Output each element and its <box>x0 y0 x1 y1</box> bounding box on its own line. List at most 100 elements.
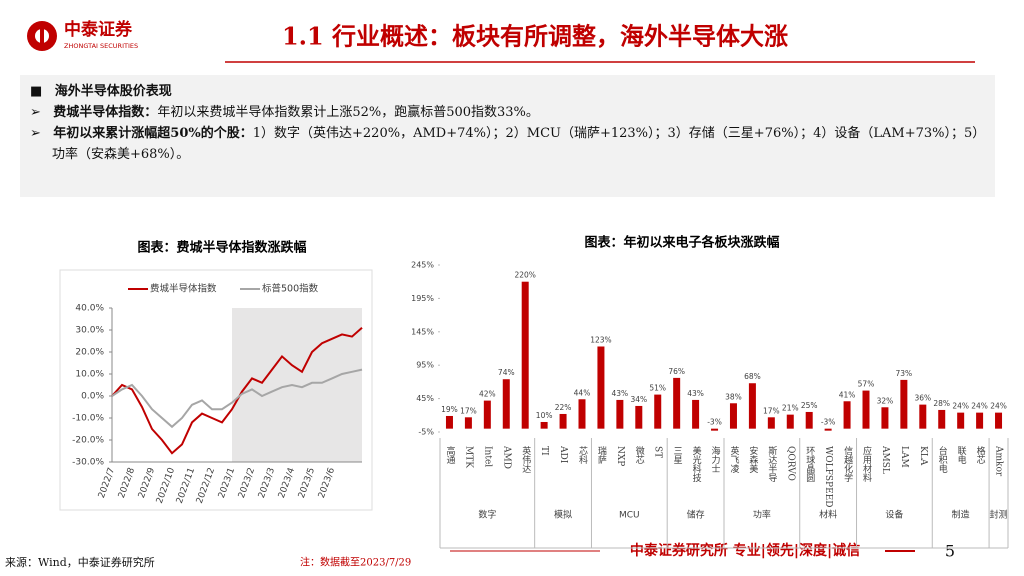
bar <box>919 404 927 429</box>
x-tick-label: 应用材料 <box>861 445 872 483</box>
value-label: 17% <box>460 406 477 415</box>
legend-label: 费城半导体指数 <box>150 283 217 295</box>
y-tick-label: 95% <box>416 361 434 370</box>
value-label: 36% <box>914 394 931 403</box>
bullet-text: 1）数字（英伟达+220%，AMD+74%）；2）MCU（瑞萨+123%）；3）… <box>52 126 986 162</box>
brand: 中泰证券研究所 专业|领先|深度|诚信 <box>630 542 860 559</box>
group-label: 设备 <box>885 509 903 521</box>
bar <box>805 411 813 429</box>
group-label: 制造 <box>952 509 970 521</box>
x-tick-label: 瑞萨 <box>596 445 607 465</box>
x-tick-label: ADI <box>558 445 568 464</box>
bar <box>635 405 643 429</box>
value-label: 123% <box>590 335 611 344</box>
y-tick-label: 10.0% <box>75 370 104 380</box>
bar <box>843 401 851 429</box>
value-label: 73% <box>896 369 913 378</box>
x-tick-label: AMD <box>501 445 511 469</box>
y-tick-label: 145% <box>411 327 434 336</box>
y-tick-label: 195% <box>411 294 434 303</box>
x-tick-label: 海力士 <box>710 445 721 473</box>
series-line <box>111 368 363 429</box>
value-label: 24% <box>971 402 988 411</box>
bar <box>616 399 624 429</box>
x-tick-label: 2022/12 <box>195 466 217 505</box>
y-tick-label: -20.0% <box>72 436 104 446</box>
x-tick-label: QORVO <box>785 446 795 481</box>
highlight-region <box>232 308 362 462</box>
x-tick-label: MTK <box>463 446 473 468</box>
bar <box>881 407 889 429</box>
value-label: 21% <box>782 404 799 413</box>
group-label: 封测 <box>990 509 1008 521</box>
x-tick-label: 2023/1 <box>217 466 237 499</box>
value-label: 17% <box>763 406 780 415</box>
group-label: 储存 <box>687 509 705 521</box>
legend-label: 标普500指数 <box>262 283 319 295</box>
value-label: -3% <box>821 418 836 427</box>
x-tick-label: WOLFSPEED <box>823 446 833 507</box>
bar <box>673 377 681 429</box>
bar <box>938 409 946 429</box>
x-tick-label: 2023/2 <box>237 466 257 499</box>
value-label: 43% <box>687 389 704 398</box>
value-label: 10% <box>536 411 553 420</box>
x-tick-label: 安森美 <box>747 445 758 474</box>
bullet-label: 费城半导体指数： <box>53 105 158 120</box>
x-tick-label: 高通 <box>444 445 455 465</box>
y-tick-label: -30.0% <box>72 458 104 468</box>
slide-title: 1.1 行业概述：板块有所调整，海外半导体大涨 <box>282 22 788 51</box>
x-tick-label: 英飞凌 <box>728 445 739 474</box>
y-tick-label: -10.0% <box>72 414 104 424</box>
bar <box>464 417 472 429</box>
value-label: 28% <box>933 399 950 408</box>
value-label: 220% <box>514 271 535 280</box>
bullet-text: 年初以来费城半导体指数累计上涨52%，跑赢标普500指数33%。 <box>157 105 539 120</box>
y-tick-label: 40.0% <box>75 304 104 314</box>
x-tick-label: 2023/6 <box>317 466 337 499</box>
bar <box>521 281 529 429</box>
group-label: 数字 <box>478 509 496 521</box>
value-label: -3% <box>707 418 722 427</box>
value-label: 76% <box>668 367 685 376</box>
x-tick-label: 信越化学 <box>842 445 853 482</box>
value-label: 24% <box>990 402 1007 411</box>
note: 注：数据截至2023/7/29 <box>300 556 411 569</box>
bar <box>862 390 870 429</box>
bar <box>786 414 794 429</box>
value-label: 32% <box>877 396 894 405</box>
bullet-label: 年初以来累计涨幅超50%的个股： <box>53 126 253 141</box>
x-tick-label: 2023/3 <box>257 466 277 499</box>
bullet: ➢ 费城半导体指数：年初以来费城半导体指数累计上涨52%，跑赢标普500指数33… <box>30 105 539 120</box>
value-label: 38% <box>725 392 742 401</box>
x-tick-label: NXP <box>615 446 625 466</box>
value-label: 57% <box>858 380 875 389</box>
x-tick-label: Amkor <box>994 445 1004 477</box>
y-tick-label: -5% <box>418 428 434 437</box>
value-label: 34% <box>630 395 647 404</box>
y-tick-label: 20.0% <box>75 348 104 358</box>
logo-icon-bar <box>40 22 44 50</box>
series-line <box>111 327 363 455</box>
value-label: 22% <box>555 403 572 412</box>
chart-frame <box>59 269 373 511</box>
value-label: 44% <box>574 388 591 397</box>
y-tick-label: 45% <box>416 394 434 403</box>
bar <box>559 413 567 429</box>
x-tick-label: LAM <box>899 446 909 468</box>
group-label: 材料 <box>819 509 837 521</box>
x-tick-label: TI <box>539 446 549 456</box>
x-tick-label: 2022/10 <box>155 466 177 505</box>
value-label: 41% <box>839 390 856 399</box>
chart-title: 图表：费城半导体指数涨跌幅 <box>137 240 306 256</box>
bar <box>711 428 719 431</box>
x-tick-label: 英伟达 <box>520 445 531 473</box>
x-tick-label: 2022/11 <box>175 466 197 505</box>
bar <box>540 421 548 429</box>
source: 来源：Wind，中泰证券研究所 <box>5 555 155 569</box>
value-label: 74% <box>498 368 515 377</box>
x-tick-label: KLA <box>918 446 928 466</box>
group-label: 模拟 <box>554 509 572 521</box>
bar <box>900 379 908 429</box>
